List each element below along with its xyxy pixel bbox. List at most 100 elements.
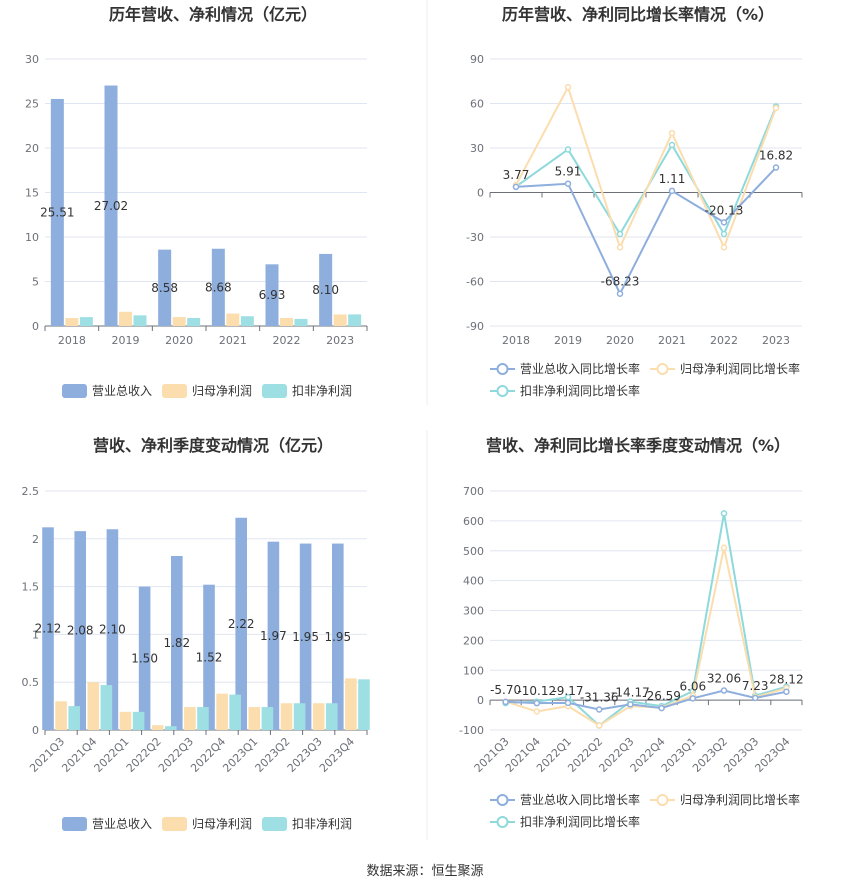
- data-label: 25.51: [40, 205, 74, 219]
- series-point-1: [720, 219, 728, 226]
- y-tick-label: 400: [463, 575, 484, 588]
- chart-title: 营收、净利同比增长率季度变动情况（%）: [486, 436, 790, 455]
- bar-1: [42, 527, 54, 730]
- series-point-2: [772, 104, 780, 112]
- y-tick-label: 100: [463, 664, 484, 677]
- bar-3: [294, 318, 308, 326]
- bar-2: [248, 707, 261, 730]
- series-point-3: [720, 230, 728, 238]
- data-label: -14.17: [611, 685, 650, 699]
- y-tick-label: 25: [25, 98, 39, 111]
- bar-1: [171, 556, 183, 730]
- y-tick-label: 0: [477, 694, 484, 707]
- x-tick-label: 2019: [554, 334, 582, 347]
- data-label: 8.10: [312, 283, 339, 297]
- series-line-3: [505, 513, 787, 727]
- legend-swatch: [262, 384, 287, 398]
- y-tick-label: 0: [32, 320, 39, 333]
- legend-swatch-marker: [496, 363, 509, 375]
- chart-3: 营收、净利季度变动情况（亿元）00.511.522.52021Q32021Q42…: [22, 436, 370, 831]
- legend-label: 营业总收入: [92, 817, 152, 831]
- bar-2: [119, 311, 132, 326]
- bar-1: [158, 249, 172, 326]
- data-label: 32.06: [707, 672, 741, 686]
- legend-swatch-marker: [496, 385, 509, 397]
- legend-swatch-marker: [656, 794, 669, 806]
- y-tick-label: 2.5: [22, 485, 40, 498]
- bar-2: [87, 682, 100, 730]
- x-tick-label: 2021: [219, 334, 247, 347]
- bar-1: [319, 253, 333, 326]
- series-point-1: [564, 699, 572, 707]
- bar-3: [240, 316, 254, 326]
- series-line-1: [515, 166, 777, 296]
- series-point-2: [720, 544, 728, 552]
- bar-1: [106, 529, 119, 730]
- chart-title: 营收、净利季度变动情况（亿元）: [93, 436, 333, 455]
- data-label: 7.23: [742, 679, 769, 693]
- x-tick-label: 2020: [165, 334, 193, 347]
- bar-1: [203, 584, 215, 730]
- bar-3: [133, 315, 147, 326]
- data-label: 6.06: [679, 679, 706, 693]
- bar-1: [332, 543, 344, 730]
- data-label: -26.59: [642, 689, 681, 703]
- chart-title: 历年营收、净利情况（亿元）: [109, 5, 317, 24]
- y-tick-label: 0.5: [22, 676, 40, 689]
- data-label: 8.68: [205, 280, 232, 294]
- bar-3: [261, 707, 274, 730]
- legend-label: 扣非净利润同比增长率: [520, 814, 640, 829]
- x-tick-label: 2023: [762, 334, 790, 347]
- data-label: 1.11: [659, 172, 686, 186]
- legend-label: 归母净利润: [192, 817, 252, 831]
- data-label: 1.52: [196, 650, 223, 664]
- x-tick-label: 2022: [710, 334, 738, 347]
- data-label: -31.36: [580, 690, 619, 704]
- y-tick-label: 200: [463, 634, 484, 647]
- data-label: -10.12: [517, 684, 556, 698]
- bar-2: [172, 317, 186, 326]
- chart-1: 历年营收、净利情况（亿元） 0 5 10 15 20 25 30 2018 2019 2020 202…: [25, 5, 368, 398]
- data-label: 2.12: [35, 622, 62, 636]
- series-point-3: [720, 510, 728, 517]
- bar-1: [104, 85, 118, 326]
- legend-swatch: [162, 817, 187, 831]
- legend-label: 扣非净利润: [292, 817, 352, 831]
- legend-swatch-marker: [496, 816, 509, 828]
- legend-swatch-marker: [656, 363, 669, 375]
- series-point-3: [668, 141, 676, 149]
- y-tick-label: 60: [470, 98, 484, 111]
- series-point-1: [627, 701, 634, 708]
- data-label: 28.12: [769, 673, 803, 687]
- bar-2: [226, 313, 240, 326]
- bar-1: [299, 543, 312, 730]
- y-tick-label: -100: [459, 724, 484, 737]
- x-tick-label: 2023Q4: [752, 735, 792, 775]
- legend-swatch: [162, 384, 187, 398]
- series-point-1: [564, 180, 572, 187]
- legend-label: 归母净利润同比增长率: [680, 792, 800, 807]
- series-point-2: [668, 129, 676, 137]
- series-point-1: [720, 687, 728, 694]
- legend-label: 扣非净利润同比增长率: [520, 383, 640, 398]
- y-tick-label: 1: [32, 628, 39, 641]
- data-label: 1.82: [163, 636, 190, 650]
- y-tick-label: 10: [25, 231, 39, 244]
- series-point-1: [751, 694, 759, 702]
- series-point-1: [783, 688, 790, 695]
- bar-3: [358, 679, 370, 730]
- chart-title: 历年营收、净利同比增长率情况（%）: [502, 5, 774, 24]
- series-point-3: [564, 146, 572, 153]
- y-tick-label: 30: [470, 142, 484, 155]
- bar-2: [333, 314, 347, 326]
- bar-3: [68, 706, 80, 730]
- x-tick-label: 2023: [326, 334, 354, 347]
- x-tick-label: 2018: [58, 334, 86, 347]
- legend-label: 营业总收入同比增长率: [520, 361, 640, 376]
- legend-swatch-marker: [496, 794, 509, 806]
- data-label: -68.23: [601, 275, 640, 289]
- series-point-1: [772, 164, 780, 171]
- source-note: 数据来源：恒生聚源: [366, 864, 483, 879]
- series-point-3: [616, 230, 624, 238]
- series-point-2: [533, 708, 541, 715]
